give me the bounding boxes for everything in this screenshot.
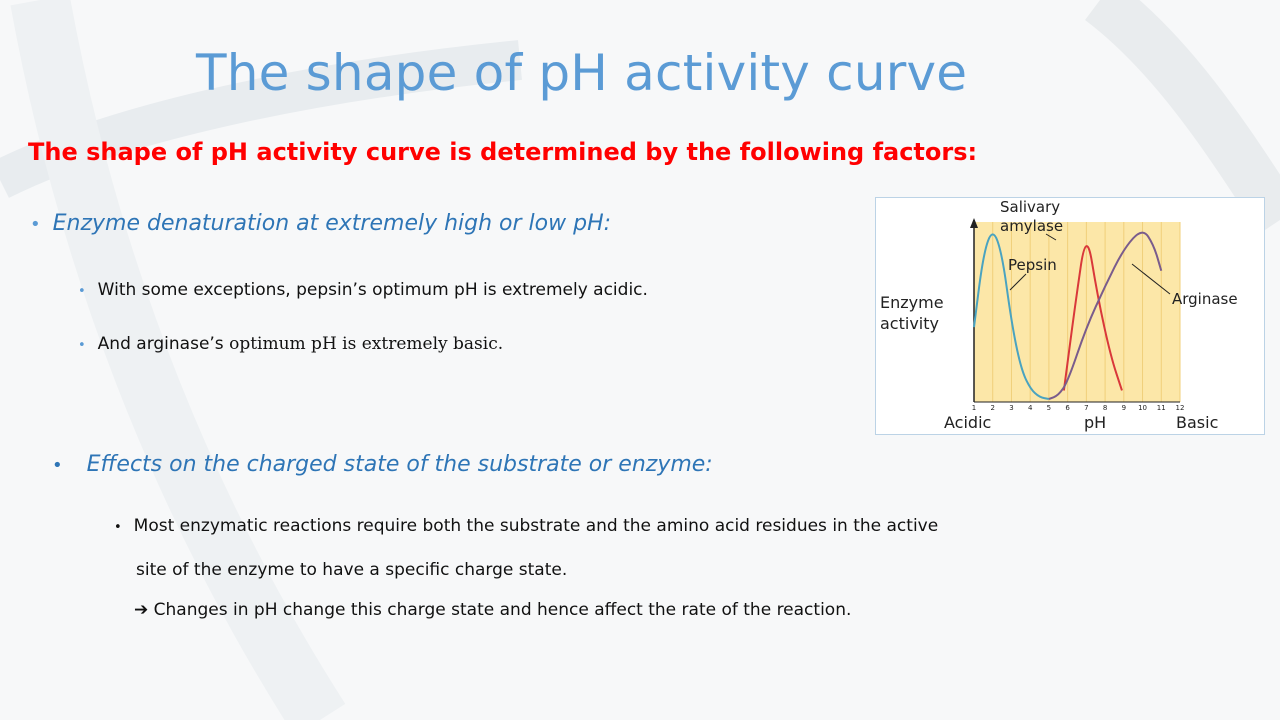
series-label-amylase-line1: Salivary xyxy=(1000,198,1060,216)
pepsin-curve xyxy=(973,233,1050,400)
bullet-glyph: • xyxy=(78,284,86,299)
arginase-curve xyxy=(1048,231,1163,400)
x-tick-label: 3 xyxy=(1009,404,1013,412)
page-title: The shape of pH activity curve xyxy=(196,44,968,102)
list-item-line1: Most enzymatic reactions require both th… xyxy=(133,516,939,536)
amylase-curve xyxy=(1062,245,1123,391)
list-item-text: With some exceptions, pepsin’s optimum p… xyxy=(97,280,648,300)
conclusion-line: ➔ Changes in pH change this charge state… xyxy=(134,600,851,620)
arginase-leader-line xyxy=(1131,263,1171,295)
right-arrow-icon: ➔ xyxy=(134,600,154,620)
bullet-glyph: • xyxy=(114,520,122,535)
x-tick-label: 5 xyxy=(1047,404,1051,412)
x-tick-label: 12 xyxy=(1176,404,1185,412)
x-tick-labels: 1 2 3 4 5 6 7 8 9 10 11 12 xyxy=(972,404,1185,412)
x-tick-label: 4 xyxy=(1028,404,1033,412)
section-heading-denaturation: • Enzyme denaturation at extremely high o… xyxy=(30,211,611,236)
amylase-leader-line xyxy=(1045,233,1057,241)
x-tick-label: 1 xyxy=(972,404,976,412)
section-heading-text: Effects on the charged state of the subs… xyxy=(86,452,713,477)
x-tick-label: 7 xyxy=(1084,404,1088,412)
x-tick-label: 2 xyxy=(990,404,994,412)
conclusion-text: Changes in pH change this charge state a… xyxy=(153,600,852,620)
ph-activity-chart: 1 2 3 4 5 6 7 8 9 10 11 12 Enzyme activity Acidic p… xyxy=(875,197,1265,435)
y-axis-label-line1: Enzyme xyxy=(880,293,944,312)
list-item: • And arginase’s optimum pH is extremely … xyxy=(78,334,503,354)
bullet-glyph: • xyxy=(52,455,63,476)
x-tick-label: 9 xyxy=(1122,404,1126,412)
x-tick-label: 6 xyxy=(1065,404,1070,412)
series-label-pepsin: Pepsin xyxy=(1008,256,1057,274)
y-axis-label-line2: activity xyxy=(880,314,939,333)
x-end-label-acidic: Acidic xyxy=(944,413,991,432)
x-end-label-basic: Basic xyxy=(1176,413,1218,432)
chart-series xyxy=(973,231,1163,400)
x-tick-label: 8 xyxy=(1103,404,1107,412)
chart-svg: 1 2 3 4 5 6 7 8 9 10 11 12 Enzyme activity Acidic p… xyxy=(880,198,1238,432)
series-label-amylase-line2: amylase xyxy=(1000,217,1063,235)
y-axis-arrow-icon xyxy=(970,218,978,228)
chart-plot-background xyxy=(974,222,1180,402)
list-item-text-serif: optimum pH is extremely basic. xyxy=(229,334,504,354)
list-item: • Most enzymatic reactions require both t… xyxy=(114,505,1174,549)
x-tick-label: 11 xyxy=(1157,404,1166,412)
bullet-glyph: • xyxy=(30,214,41,235)
section-heading-text: Enzyme denaturation at extremely high or… xyxy=(52,211,612,236)
list-item-line2: site of the enzyme to have a specific ch… xyxy=(136,560,568,580)
x-axis-label: pH xyxy=(1084,413,1106,432)
list-item: • With some exceptions, pepsin’s optimum … xyxy=(78,280,648,300)
x-tick-label: 10 xyxy=(1138,404,1147,412)
charge-explanation: • Most enzymatic reactions require both t… xyxy=(114,505,1174,592)
pepsin-leader-line xyxy=(1009,273,1027,291)
section-heading-charge: • Effects on the charged state of the sub… xyxy=(52,452,713,477)
list-item-text-sans: And arginase’s xyxy=(97,334,230,354)
slide-subtitle: The shape of pH activity curve is determ… xyxy=(28,138,978,166)
series-label-arginase: Arginase xyxy=(1172,290,1238,308)
bullet-glyph: • xyxy=(78,338,86,353)
